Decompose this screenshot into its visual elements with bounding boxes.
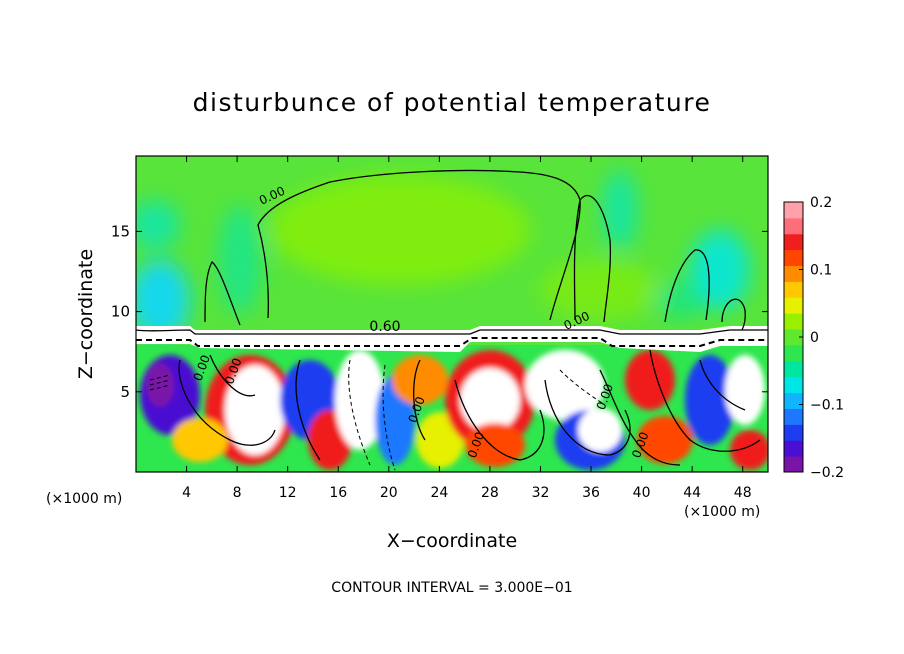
colorbar-segment [784, 456, 803, 473]
colorbar-segment [784, 202, 803, 219]
x-tick-label: 24 [430, 485, 448, 501]
colorbar-segment [784, 233, 803, 251]
colorbar-tick-label: 0.2 [810, 195, 832, 211]
x-axis: 4 8 12 16 20 24 28 32 36 40 44 48 [182, 156, 752, 501]
colorbar-tick-label: 0 [810, 330, 819, 346]
z-axis-unit: (×1000 m) [46, 491, 122, 507]
colorbar-tick-label: −0.2 [810, 465, 844, 481]
x-tick-label: 48 [734, 485, 752, 501]
x-tick-label: 20 [380, 485, 398, 501]
contour-label: 0.60 [369, 319, 400, 335]
lower-field-shading [136, 345, 768, 472]
x-tick-label: 28 [481, 485, 499, 501]
y-axis-label: Z−coordinate [75, 249, 97, 379]
x-tick-label: 36 [582, 485, 600, 501]
colorbar-segment [784, 376, 803, 394]
colorbar-segment [784, 424, 803, 441]
colorbar-tick-label: 0.1 [810, 263, 832, 279]
y-tick-label: 15 [111, 222, 130, 240]
colorbar-segment [784, 249, 803, 267]
y-axis: 5 10 15 [111, 222, 768, 401]
y-tick-label: 5 [120, 383, 130, 401]
upper-field-shading [136, 170, 750, 340]
chart-title: disturbunce of potential temperature [193, 88, 712, 117]
x-tick-label: 44 [683, 485, 701, 501]
colorbar-segment [784, 313, 803, 330]
colorbar-segment [784, 440, 803, 457]
colorbar-tick-label: −0.1 [810, 398, 844, 414]
plot-frame [135, 155, 769, 473]
y-tick-label: 10 [111, 303, 130, 321]
colorbar-segment [784, 281, 803, 298]
colorbar-segment [784, 392, 803, 409]
x-axis-label: X−coordinate [387, 530, 517, 552]
colorbar-segment [784, 217, 803, 235]
x-axis-unit: (×1000 m) [684, 504, 760, 520]
negative-contours [149, 359, 606, 471]
x-tick-label: 8 [233, 485, 242, 501]
x-tick-label: 32 [532, 485, 550, 501]
contour-lines [136, 169, 768, 466]
x-tick-label: 40 [633, 485, 651, 501]
plot-area [136, 156, 768, 472]
colorbar-segment [784, 297, 803, 314]
colorbar-segment [784, 329, 803, 346]
x-tick-label: 4 [182, 485, 191, 501]
colorbar-segment [784, 408, 803, 425]
colorbar: −0.2 −0.1 0 0.1 0.2 [783, 195, 844, 481]
x-tick-label: 12 [279, 485, 297, 501]
colorbar-segment [784, 344, 803, 362]
x-tick-label: 16 [329, 485, 347, 501]
contour-interval-note: CONTOUR INTERVAL = 3.000E−01 [331, 580, 572, 596]
colorbar-segment [784, 360, 803, 378]
colorbar-segment [784, 265, 803, 282]
